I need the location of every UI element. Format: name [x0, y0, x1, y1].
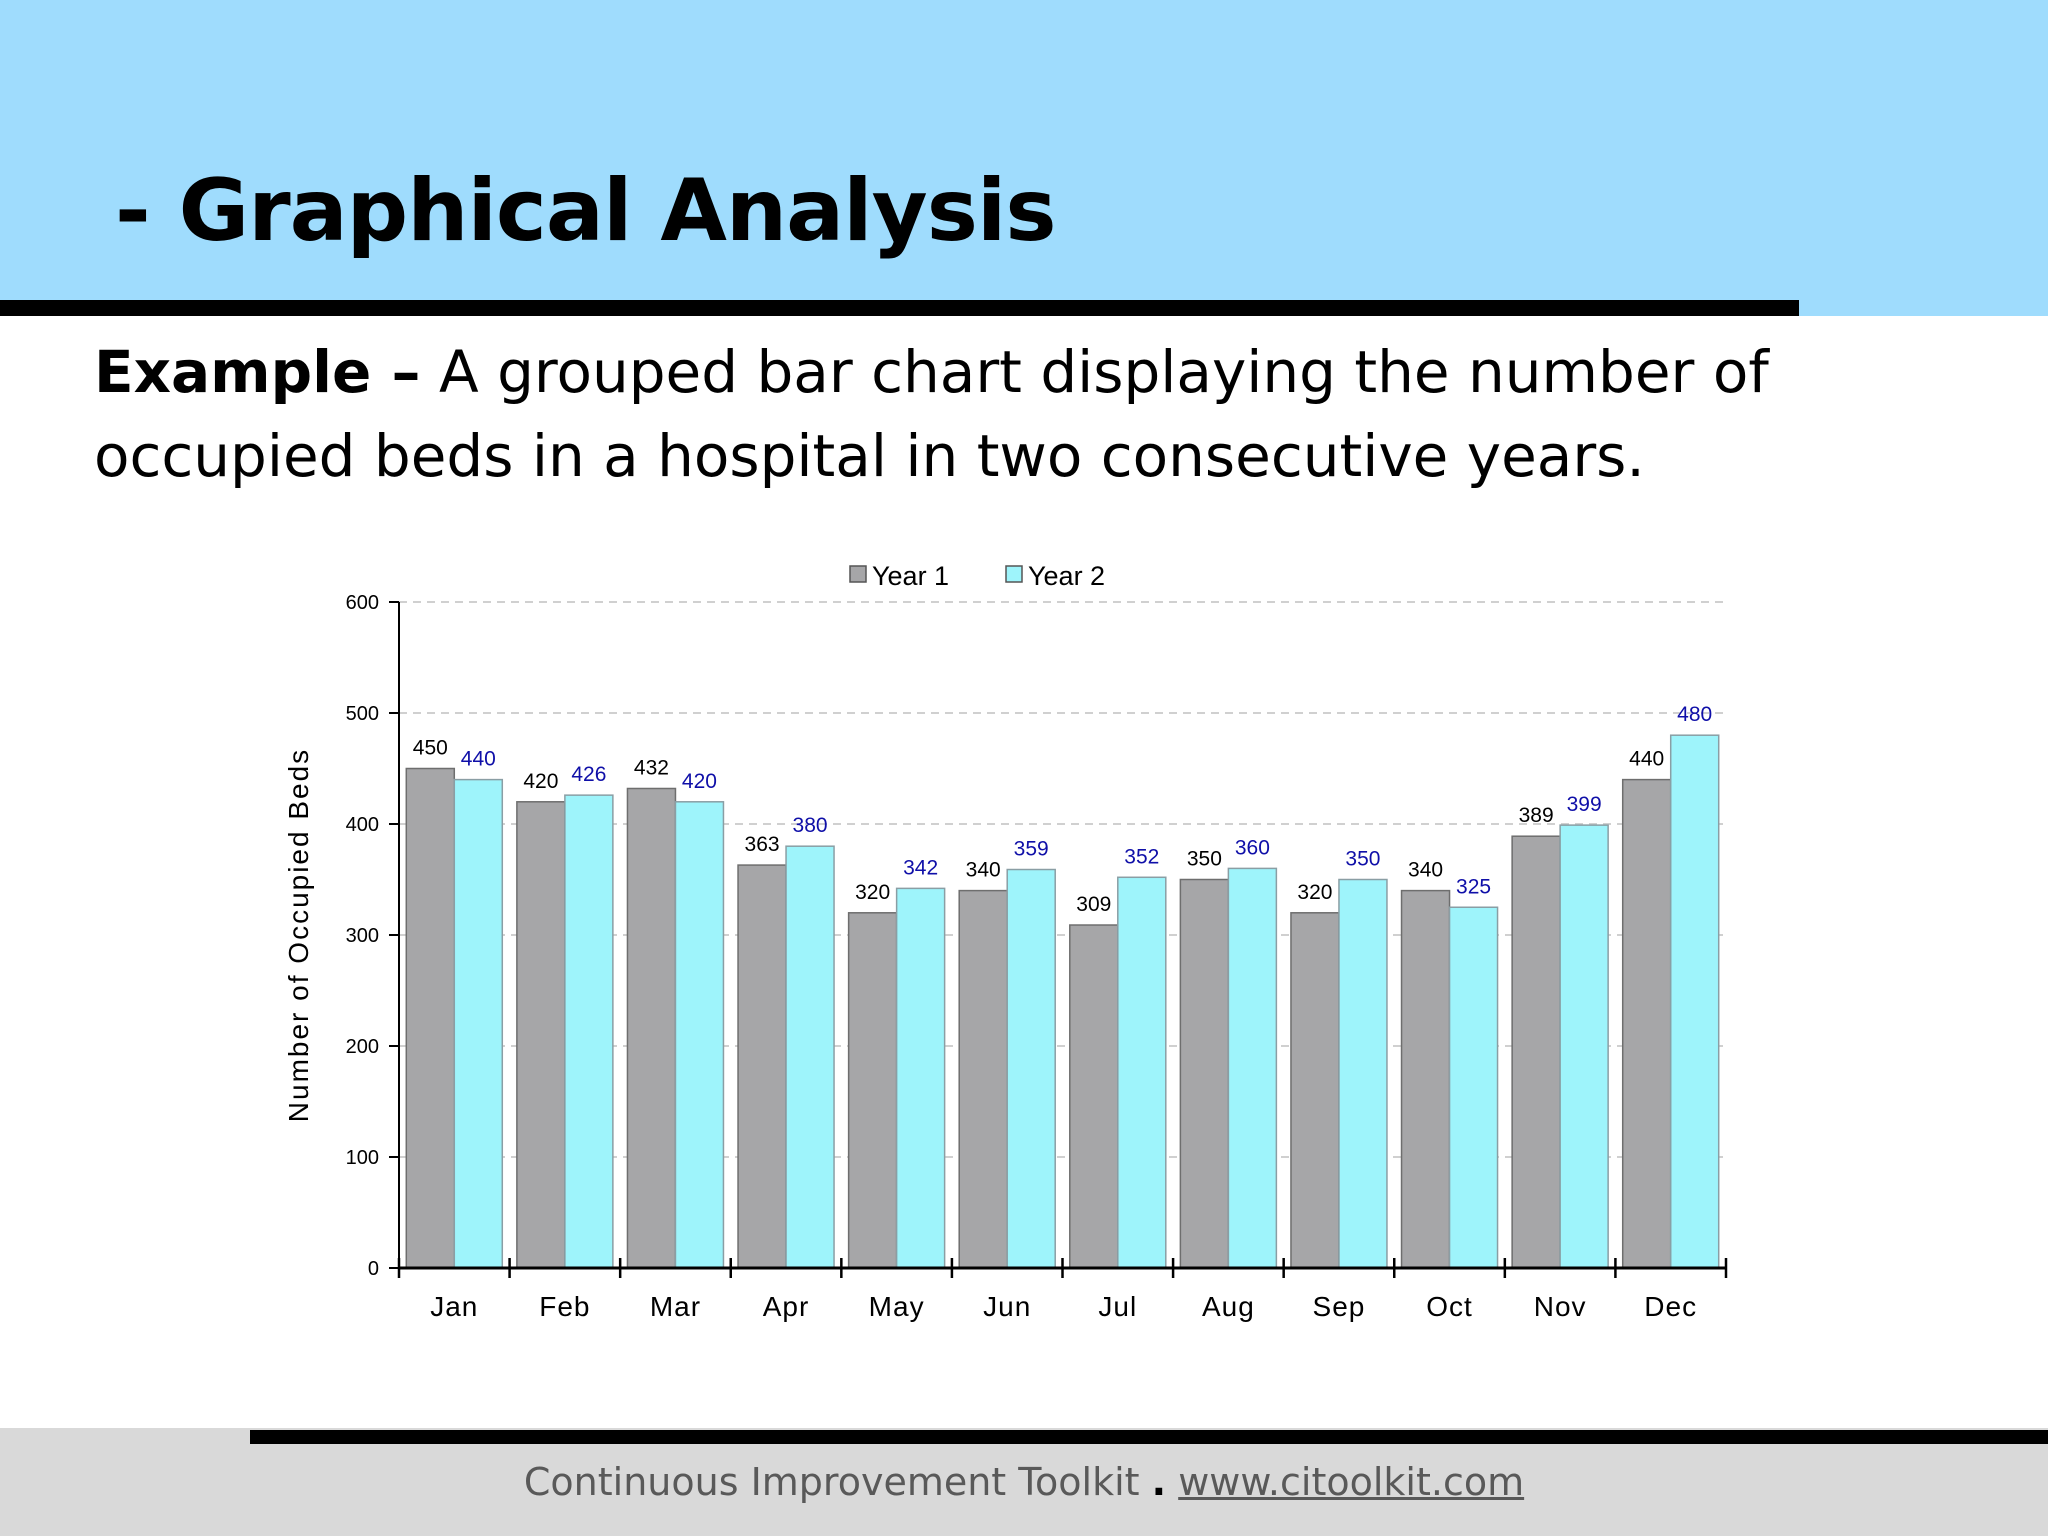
bar-year1-aug	[1179, 878, 1230, 1269]
data-label: 309	[1076, 893, 1111, 916]
x-tick-label: Dec	[1644, 1291, 1697, 1322]
footer-band	[0, 1428, 2048, 1536]
x-tick-label: Apr	[763, 1291, 810, 1322]
data-label: 359	[1014, 838, 1049, 861]
bar-year2-aug	[1227, 867, 1278, 1269]
footer-separator: .	[1151, 1460, 1167, 1504]
x-tick-label: Aug	[1202, 1291, 1255, 1322]
bar-year1-jun	[958, 889, 1008, 1269]
y-axis-title: Number of Occupied Beds	[283, 748, 314, 1122]
data-label: 363	[745, 833, 780, 856]
data-label: 342	[903, 856, 938, 879]
x-tick-label: Jul	[1098, 1291, 1137, 1322]
bar-year2-jul	[1117, 876, 1167, 1269]
data-label: 440	[1629, 748, 1664, 771]
bar-year1-dec	[1621, 778, 1672, 1269]
bar-year2-may	[895, 887, 946, 1269]
footer-link[interactable]: www.citoolkit.com	[1178, 1460, 1525, 1504]
data-label: 320	[1297, 881, 1332, 904]
y-tick-label: 0	[368, 1258, 379, 1280]
bar-year2-oct	[1448, 906, 1499, 1269]
y-tick-label: 600	[346, 592, 379, 614]
footer-brand: Continuous Improvement Toolkit	[523, 1460, 1140, 1504]
bar-year2-nov	[1559, 824, 1609, 1269]
data-label: 352	[1124, 845, 1159, 868]
bar-year2-sep	[1338, 878, 1388, 1269]
x-tick-label: Jan	[430, 1291, 478, 1322]
bar-year2-jan	[453, 778, 504, 1269]
bar-year2-dec	[1669, 734, 1720, 1269]
x-tick-label: Feb	[539, 1291, 590, 1322]
x-tick-label: May	[869, 1291, 925, 1322]
data-label: 360	[1235, 836, 1270, 859]
header-band	[0, 0, 2048, 316]
data-label: 325	[1456, 875, 1491, 898]
y-tick-label: 100	[346, 1147, 379, 1169]
x-tick-label: Mar	[650, 1291, 701, 1322]
legend-swatch-year1	[849, 565, 867, 583]
bar-year2-jun	[1006, 868, 1056, 1269]
intro-text: A grouped bar chart displaying the numbe…	[94, 338, 1769, 490]
grouped-bar-chart: 0 100 200 300 400 500 600 Number of Occupied Be…	[283, 561, 1728, 1322]
data-label: 350	[1187, 848, 1222, 871]
data-label: 380	[793, 814, 828, 837]
bar-year1-jul	[1069, 924, 1119, 1269]
bar-year1-may	[847, 912, 898, 1269]
data-label: 450	[413, 737, 448, 760]
y-tick-label: 400	[346, 814, 379, 836]
bar-year1-nov	[1511, 835, 1561, 1269]
bar-year1-mar	[626, 787, 677, 1269]
data-label: 420	[523, 770, 558, 793]
data-label: 340	[1408, 859, 1443, 882]
legend-label: Year 1	[872, 561, 949, 591]
bar-year2-mar	[674, 801, 725, 1269]
bar-year1-feb	[516, 801, 566, 1269]
y-tick-label: 200	[346, 1036, 379, 1058]
y-tick-label: 300	[346, 925, 379, 947]
bar-year1-sep	[1290, 912, 1340, 1269]
y-tick-label: 500	[346, 703, 379, 725]
x-tick-label: Jun	[983, 1291, 1031, 1322]
legend-label: Year 2	[1028, 561, 1105, 591]
data-label: 432	[634, 756, 669, 779]
bar-year1-jan	[405, 767, 456, 1269]
footer-rule	[250, 1430, 2048, 1444]
data-label: 350	[1345, 848, 1380, 871]
x-tick-label: Nov	[1534, 1291, 1587, 1322]
data-label: 480	[1677, 703, 1712, 726]
data-label: 320	[855, 881, 890, 904]
bar-year1-oct	[1400, 889, 1451, 1269]
slide-title: - Graphical Analysis	[115, 161, 1057, 261]
data-label: 426	[571, 763, 606, 786]
data-label: 440	[461, 748, 496, 771]
x-tick-label: Sep	[1313, 1291, 1366, 1322]
bar-year2-feb	[564, 794, 614, 1269]
data-label: 420	[682, 770, 717, 793]
data-label: 389	[1519, 804, 1554, 827]
data-label: 399	[1567, 793, 1602, 816]
legend-swatch-year2	[1005, 565, 1023, 583]
bar-year1-apr	[737, 864, 787, 1269]
footer: Continuous Improvement Toolkit . www.cit…	[0, 1460, 2048, 1504]
x-tick-label: Oct	[1426, 1291, 1473, 1322]
intro-lead: Example –	[94, 338, 421, 406]
intro-paragraph: Example – A grouped bar chart displaying…	[94, 330, 1994, 498]
bar-year2-apr	[785, 845, 835, 1269]
header-rule	[0, 300, 1799, 316]
data-label: 340	[966, 859, 1001, 882]
